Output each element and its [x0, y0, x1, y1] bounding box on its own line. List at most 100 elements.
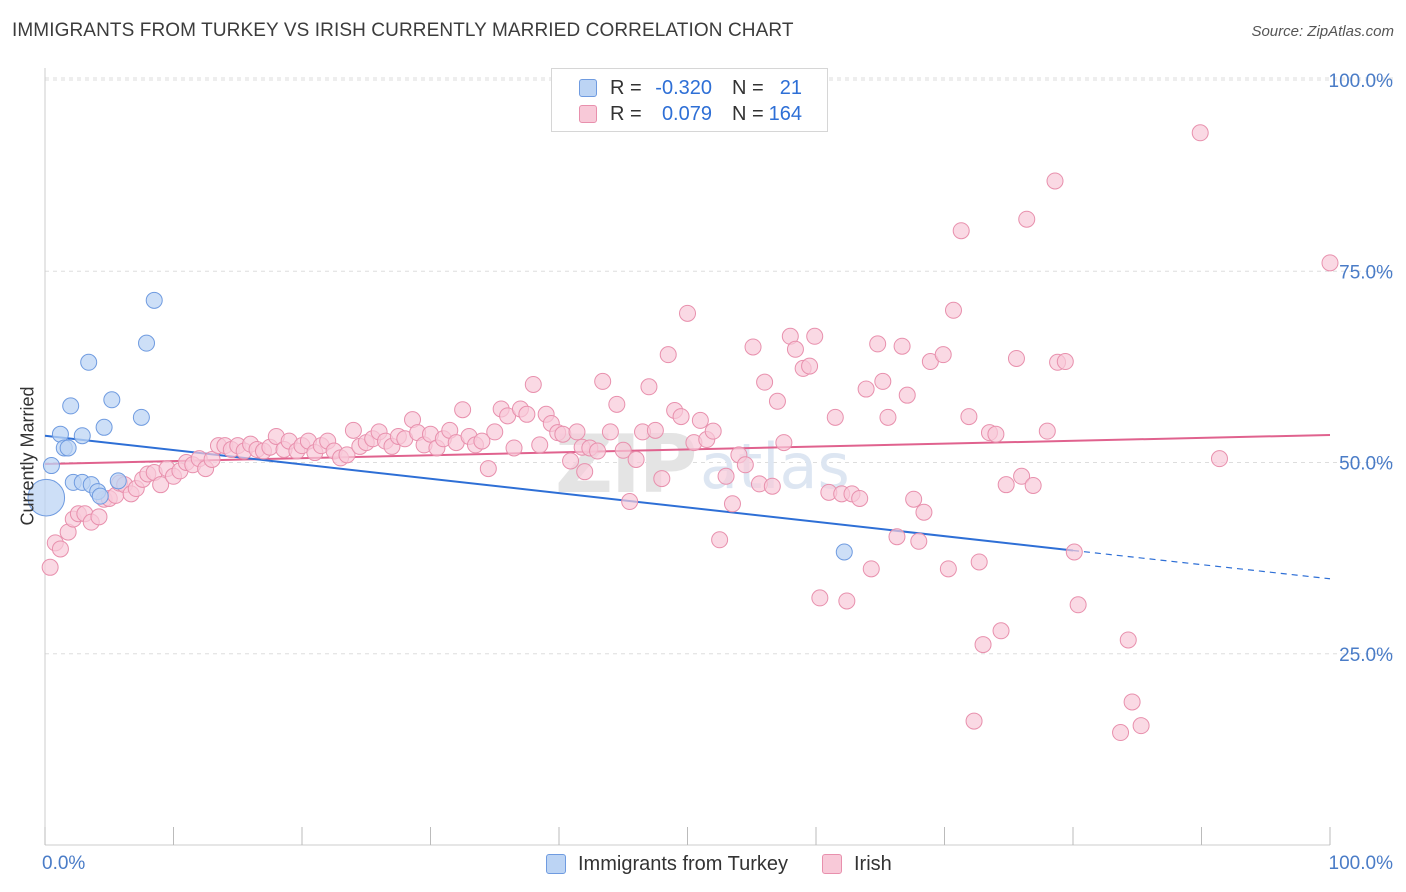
data-point-turkey — [103, 391, 121, 409]
data-point-irish — [838, 592, 856, 610]
data-point-irish — [152, 476, 170, 494]
data-point-irish — [775, 434, 793, 452]
legend-swatch-turkey — [579, 79, 597, 97]
data-point-irish — [723, 495, 741, 513]
data-point-turkey — [91, 487, 109, 505]
data-point-turkey — [132, 408, 150, 426]
data-point-turkey — [80, 353, 98, 371]
data-point-irish — [1056, 353, 1074, 371]
data-point-irish — [568, 423, 586, 441]
x-tick-label: 100.0% — [1329, 853, 1394, 874]
data-point-irish — [41, 558, 59, 576]
data-point-irish — [1046, 172, 1064, 190]
data-point-irish — [454, 401, 472, 419]
legend-r-label: R = — [610, 103, 642, 125]
correlation-legend: R = -0.320 N = 21 R = 0.079 N = 164 — [551, 68, 828, 132]
data-point-irish — [857, 380, 875, 398]
data-point-irish — [479, 460, 497, 478]
trend-line-turkey-extension — [1072, 549, 1331, 580]
data-point-irish — [576, 463, 594, 481]
data-point-irish — [944, 301, 962, 319]
data-point-irish — [621, 493, 639, 511]
bottom-legend-swatch-turkey — [546, 854, 566, 874]
legend-n-label: N = — [732, 103, 764, 125]
data-point-irish — [679, 304, 696, 322]
data-point-irish — [562, 452, 580, 470]
data-point-irish — [653, 470, 671, 488]
data-point-irish — [589, 442, 607, 460]
data-point-turkey — [138, 334, 156, 352]
chart-title: IMMIGRANTS FROM TURKEY VS IRISH CURRENTL… — [12, 20, 794, 41]
data-point-turkey — [62, 397, 80, 415]
data-point-irish — [344, 421, 362, 439]
data-point-irish — [1024, 476, 1042, 494]
data-point-irish — [1119, 631, 1137, 649]
data-point-irish — [659, 346, 677, 364]
grid-lines — [45, 77, 1393, 655]
data-point-irish — [934, 346, 952, 364]
data-point-irish — [801, 357, 819, 375]
data-point-irish — [939, 560, 957, 578]
data-point-irish — [960, 408, 978, 426]
data-point-irish — [1018, 210, 1036, 228]
data-point-irish — [1069, 596, 1087, 614]
data-point-irish — [711, 531, 729, 549]
data-point-irish — [608, 395, 626, 413]
data-point-irish — [473, 432, 491, 450]
data-points — [27, 124, 1339, 742]
data-point-turkey — [145, 291, 163, 309]
x-tick-label: 0.0% — [42, 853, 85, 874]
data-point-turkey — [835, 543, 853, 561]
data-point-irish — [756, 373, 774, 391]
legend-n-value: 164 — [768, 103, 802, 125]
data-point-irish — [910, 532, 928, 550]
data-point-irish — [646, 421, 664, 439]
data-point-turkey — [42, 457, 60, 475]
legend-row-irish: R = 0.079 N = 164 — [552, 100, 827, 126]
data-point-irish — [1065, 543, 1083, 561]
y-axis-label: Currently Married — [17, 386, 38, 526]
data-point-irish — [338, 446, 356, 464]
data-point-irish — [806, 327, 824, 345]
y-tick-label: 25.0% — [1339, 645, 1393, 666]
data-point-irish — [736, 456, 754, 474]
data-point-irish — [879, 408, 897, 426]
legend-row-turkey: R = -0.320 N = 21 — [552, 74, 827, 100]
data-point-irish — [898, 386, 916, 404]
legend-swatch-irish — [579, 105, 597, 123]
source-label: Source: ZipAtlas.com — [1251, 23, 1394, 40]
data-point-irish — [531, 436, 549, 454]
data-point-irish — [786, 340, 804, 358]
data-point-irish — [869, 335, 887, 353]
data-point-irish — [691, 411, 709, 429]
data-point-irish — [862, 560, 880, 578]
data-point-irish — [987, 425, 1005, 443]
data-point-irish — [997, 476, 1015, 494]
data-point-irish — [704, 422, 722, 440]
data-point-irish — [952, 222, 970, 240]
data-point-irish — [893, 337, 911, 355]
legend-r-label: R = — [610, 77, 642, 99]
data-point-irish — [524, 375, 542, 393]
y-tick-label: 75.0% — [1339, 262, 1393, 283]
data-point-irish — [970, 553, 988, 571]
axes — [44, 68, 1331, 846]
data-point-irish — [992, 622, 1010, 640]
data-point-irish — [1191, 124, 1209, 142]
data-point-irish — [874, 372, 892, 390]
legend-r-value: -0.320 — [655, 77, 712, 99]
data-point-turkey — [95, 418, 113, 436]
legend-r-value: 0.079 — [661, 103, 712, 125]
data-point-irish — [811, 589, 829, 607]
data-point-irish — [627, 450, 645, 468]
data-point-irish — [505, 439, 523, 457]
y-tick-label: 50.0% — [1339, 454, 1393, 475]
data-point-irish — [1013, 467, 1031, 485]
data-point-irish — [965, 712, 983, 730]
data-point-irish — [518, 405, 536, 423]
data-point-irish — [1123, 693, 1141, 711]
data-point-turkey — [73, 427, 91, 445]
data-point-irish — [601, 423, 619, 441]
data-point-irish — [203, 450, 221, 468]
